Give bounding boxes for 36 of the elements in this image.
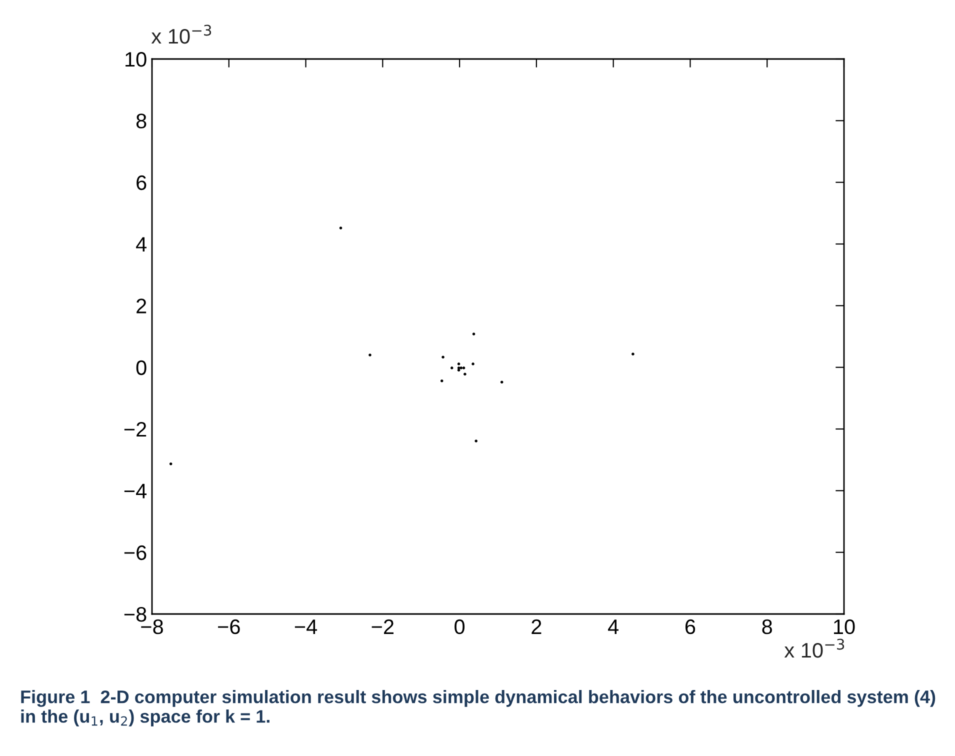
caption: Figure 1 2-D computer simulation result shows simple dynamical behaviors of the uncontrolled system (4) in the (u$_{1}$, u$_{2}$) space for k = 1. [21, 690, 936, 726]
x-tick-label: 10 [834, 619, 855, 634]
point [457, 362, 460, 366]
text: x 10$^{−3}$ [151, 24, 212, 44]
x-tick-label: 6 [685, 619, 696, 634]
y-tick-label: 4 [136, 237, 147, 252]
point [632, 352, 634, 356]
point [169, 462, 172, 466]
y-tick-label: −2 [124, 422, 146, 437]
text: x 10$^{−3}$ [784, 638, 844, 658]
y-tick-label: 8 [136, 114, 146, 128]
point [472, 362, 474, 366]
x-tick-label: 8 [762, 619, 772, 634]
y-tick-label: −4 [124, 484, 147, 498]
point [460, 366, 462, 370]
x-tick-label: 4 [608, 620, 619, 634]
point [462, 366, 466, 370]
y-tick-label: −6 [124, 545, 146, 560]
point [472, 332, 476, 336]
point [474, 440, 478, 442]
point [440, 380, 444, 382]
point [500, 380, 504, 384]
y-tick-label: 0 [136, 360, 146, 376]
point [442, 356, 444, 359]
y-tick-label: 10 [126, 52, 146, 67]
point [450, 366, 454, 370]
x-tick-label: −6 [218, 619, 240, 634]
x-tick-label: −2 [372, 619, 394, 634]
point [464, 372, 466, 376]
x-tick-label: 0 [454, 619, 465, 634]
x-tick-label: −4 [294, 620, 318, 634]
y-tick-label: 6 [136, 175, 146, 190]
y-tick-label: 2 [136, 298, 146, 314]
point [368, 354, 372, 356]
point [339, 226, 342, 230]
x-tick-label: 2 [532, 619, 542, 634]
